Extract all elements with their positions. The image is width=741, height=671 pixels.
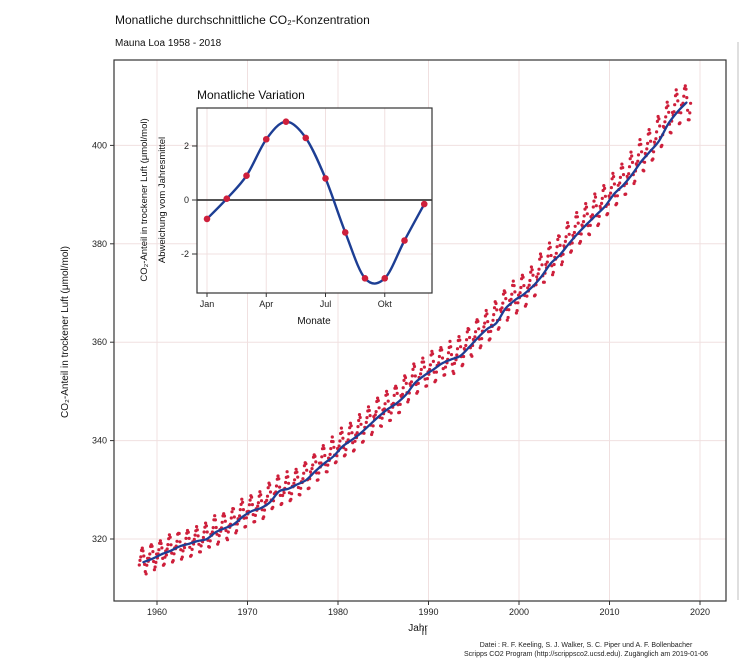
x-tick-label: 2010 — [599, 607, 619, 617]
monthly-scatter-dots — [137, 84, 693, 576]
inset-y-tick-label: 0 — [184, 195, 189, 205]
main-plot-border — [113, 59, 727, 602]
x-tick-label: 1970 — [237, 607, 257, 617]
inset-y-tick-label: 2 — [184, 141, 189, 151]
x-tick-label: 1980 — [328, 607, 348, 617]
inset-title: Monatliche Variation — [197, 88, 305, 102]
inset-plot-border — [196, 107, 433, 294]
inset-y-axis-label-line2: Abweichung vom Jahresmittel — [157, 137, 168, 263]
main-y-axis-label: CO₂-Anteil in trockener Luft (μmol/mol) — [60, 246, 71, 418]
inset-x-axis-label: Monate — [297, 316, 331, 327]
x-tick-label: 1990 — [418, 607, 438, 617]
scan-mark-artifact — [422, 628, 424, 635]
x-tick-label: 2000 — [509, 607, 529, 617]
page-subtitle: Mauna Loa 1958 - 2018 — [115, 38, 222, 49]
main-x-axis-label: Jahr — [408, 623, 428, 634]
main-tick-labels: 1960 1970 1980 1990 2000 2010 2020 320 340 360 380… — [92, 140, 710, 617]
y-tick-label: 340 — [92, 436, 107, 446]
inset-x-tick-label: Jan — [200, 299, 215, 309]
inset-axis-ticks — [192, 145, 386, 297]
inset-month-dots — [203, 118, 428, 282]
inset-chart-layer: Jan Apr Jul Okt -2 0 2 — [181, 107, 433, 309]
inset-y-axis-label-line1: CO₂-Anteil in trockener Luft (μmol/mol) — [139, 118, 150, 281]
inset-x-tick-label: Apr — [259, 299, 273, 309]
scan-mark-artifact — [425, 628, 427, 635]
main-axis-ticks — [110, 144, 701, 605]
inset-tick-labels: Jan Apr Jul Okt -2 0 2 — [181, 141, 392, 309]
y-tick-label: 380 — [92, 239, 107, 249]
inset-x-tick-label: Okt — [378, 299, 393, 309]
inset-y-tick-label: -2 — [181, 249, 189, 259]
footer-credit-line2: Scripps CO2 Program (http://scrippsco2.u… — [464, 651, 708, 658]
y-tick-label: 320 — [92, 534, 107, 544]
y-tick-label: 360 — [92, 337, 107, 347]
page-title: Monatliche durchschnittliche CO₂-Konzent… — [115, 13, 370, 27]
y-tick-label: 400 — [92, 140, 107, 150]
inset-x-tick-label: Jul — [320, 299, 332, 309]
footer-credit-line1: Datei : R. F. Keeling, S. J. Walker, S. … — [480, 642, 693, 649]
x-tick-label: 2020 — [690, 607, 710, 617]
x-tick-label: 1960 — [147, 607, 167, 617]
trend-line — [142, 101, 688, 564]
